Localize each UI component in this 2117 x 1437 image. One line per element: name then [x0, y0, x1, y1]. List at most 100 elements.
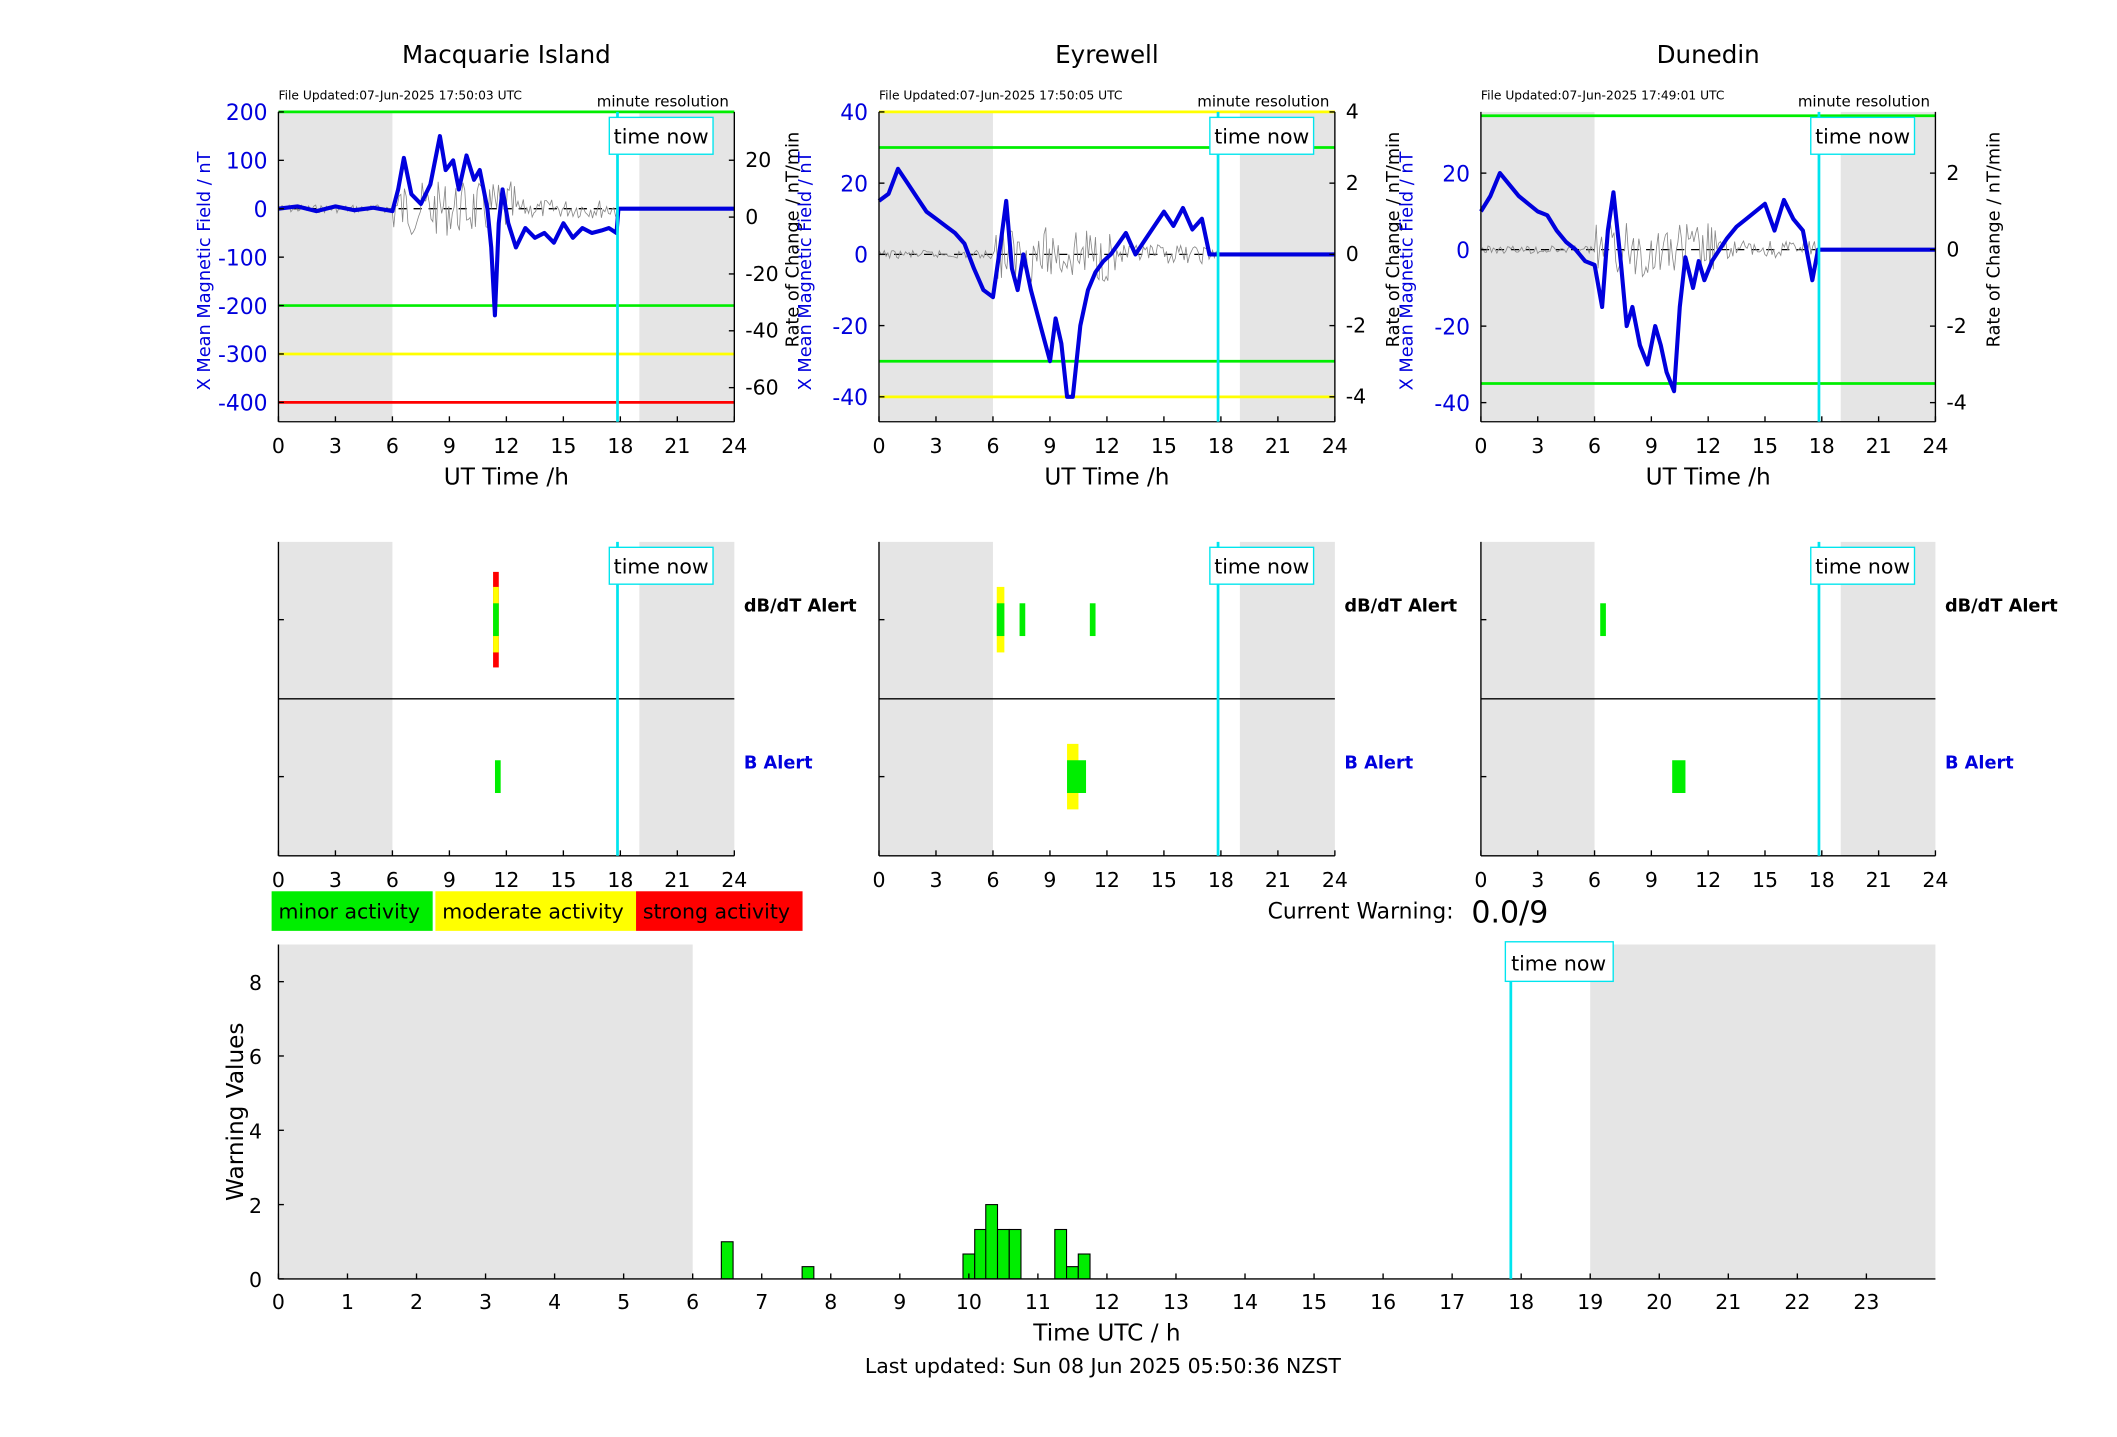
y2-axis-label: Rate of Change / nT/min — [1985, 132, 2005, 348]
x-tick-label: 6 — [1588, 868, 1601, 892]
x-tick-label: 21 — [1715, 1290, 1741, 1314]
warning-bar — [974, 1228, 988, 1280]
y-tick-label: 6 — [249, 1045, 262, 1069]
x-tick-label: 15 — [1752, 868, 1778, 892]
x-tick-label: 12 — [1094, 434, 1120, 458]
warning-bar — [1065, 1266, 1079, 1280]
legend-swatch — [271, 891, 433, 931]
x-axis-label: UT Time /h — [444, 464, 569, 491]
y-tick-label: 0 — [1456, 239, 1470, 264]
x-tick-label: 19 — [1577, 1290, 1603, 1314]
x-tick-label: 18 — [1809, 868, 1835, 892]
time-now-label: time now — [1214, 124, 1309, 148]
x-axis-label: Time UTC / h — [1032, 1319, 1180, 1346]
x-tick-label: 9 — [1645, 868, 1658, 892]
y-tick-label: 100 — [226, 150, 268, 175]
x-tick-label: 3 — [329, 868, 342, 892]
y2-tick-label: 0 — [1946, 237, 1959, 261]
x-tick-label: 6 — [1588, 434, 1601, 458]
time-now-label: time now — [1214, 554, 1309, 578]
x-tick-label: 20 — [1646, 1290, 1672, 1314]
station-title: Dunedin — [1657, 40, 1760, 69]
warning-bar — [1077, 1253, 1091, 1280]
x-tick-label: 12 — [1094, 868, 1120, 892]
x-tick-label: 14 — [1232, 1290, 1258, 1314]
current-warning-value: 0.0/9 — [1471, 896, 1548, 931]
x-tick-label: 9 — [1043, 434, 1056, 458]
file-updated: File Updated:07-Jun-2025 17:49:01 UTC — [1481, 89, 1725, 103]
y-tick-label: 2 — [249, 1194, 262, 1218]
legend-label: minor activity — [278, 900, 420, 924]
x-tick-label: 21 — [664, 868, 690, 892]
x-tick-label: 13 — [1163, 1290, 1189, 1314]
x-tick-label: 6 — [386, 868, 399, 892]
rate-of-change-trace — [1480, 223, 1819, 278]
y-tick-label: 0 — [854, 244, 868, 269]
warning-bar — [1054, 1228, 1068, 1280]
x-tick-label: 22 — [1784, 1290, 1810, 1314]
x-tick-label: 8 — [824, 1290, 837, 1314]
x-tick-label: 0 — [272, 434, 285, 458]
y2-axis-label: Rate of Change / nT/min — [783, 132, 803, 348]
time-now-box — [1810, 116, 1916, 155]
field-line — [1479, 171, 1936, 394]
y-tick-label: 40 — [840, 101, 868, 126]
file-updated: File Updated:07-Jun-2025 17:50:05 UTC — [879, 89, 1123, 103]
x-tick-label: 3 — [929, 868, 942, 892]
alert-bar-minor — [1019, 603, 1026, 637]
last-updated: Last updated: Sun 08 Jun 2025 05:50:36 N… — [865, 1354, 1342, 1378]
y-axis-label: X Mean Magnetic Field / nT — [796, 151, 816, 390]
x-tick-label: 24 — [1322, 868, 1348, 892]
alert-bar-minor — [996, 603, 1005, 637]
warning-bar — [801, 1266, 815, 1280]
x-tick-label: 3 — [1531, 434, 1544, 458]
y2-tick-label: 2 — [1346, 171, 1359, 195]
y-tick-label: -300 — [218, 343, 268, 368]
night-shade — [1480, 111, 1595, 422]
x-tick-label: 24 — [1322, 434, 1348, 458]
x-tick-label: 7 — [755, 1290, 768, 1314]
time-now-label: time now — [1511, 951, 1606, 975]
y2-tick-label: -4 — [1946, 390, 1966, 414]
y-tick-label: -20 — [832, 315, 868, 340]
x-axis-label: UT Time /h — [1044, 464, 1169, 491]
y-tick-label: 0 — [249, 1268, 262, 1292]
x-tick-label: 6 — [986, 868, 999, 892]
time-now-box — [608, 116, 714, 155]
x-tick-label: 17 — [1439, 1290, 1465, 1314]
resolution-label: minute resolution — [1798, 92, 1930, 110]
line-panel-0: Macquarie Island2001000-100-200-300-4002… — [195, 40, 803, 491]
x-tick-label: 9 — [1645, 434, 1658, 458]
y-axis-label: Warning Values — [222, 1022, 249, 1200]
alert-bar-minor — [1672, 760, 1686, 794]
x-axis-label: UT Time /h — [1646, 464, 1771, 491]
alert-bar-minor — [494, 760, 501, 794]
x-tick-label: 24 — [721, 434, 747, 458]
time-now-box — [1504, 941, 1614, 983]
field-line — [278, 134, 735, 318]
y2-tick-label: -40 — [745, 319, 778, 343]
x-tick-label: 6 — [686, 1290, 699, 1314]
y-tick-label: 0 — [254, 198, 268, 223]
x-tick-label: 18 — [1208, 868, 1234, 892]
y-tick-label: -200 — [218, 295, 268, 320]
alert-bar-minor — [1067, 760, 1087, 794]
alert-panel-2: dB/dT Alert B Alert 0 3 6 9 12 15 18 21 24 time now — [1474, 541, 2058, 892]
x-tick-label: 3 — [329, 434, 342, 458]
y2-tick-label: -2 — [1346, 313, 1366, 337]
y2-tick-label: -60 — [745, 375, 778, 399]
alert-row-label: B Alert — [744, 753, 813, 773]
alert-bar-minor — [1089, 603, 1096, 637]
x-tick-label: 21 — [1866, 868, 1892, 892]
alert-row-label: B Alert — [1945, 753, 2014, 773]
x-tick-label: 9 — [1043, 868, 1056, 892]
alert-row-label: dB/dT Alert — [744, 596, 857, 616]
x-tick-label: 12 — [493, 434, 519, 458]
x-tick-label: 0 — [272, 1290, 285, 1314]
y-tick-label: 20 — [1442, 162, 1470, 187]
y2-tick-label: -2 — [1946, 314, 1966, 338]
alert-panel-0: dB/dT Alert B Alert 0 3 6 9 12 15 18 21 24 time now — [272, 541, 857, 892]
time-now-label: time now — [1815, 124, 1910, 148]
